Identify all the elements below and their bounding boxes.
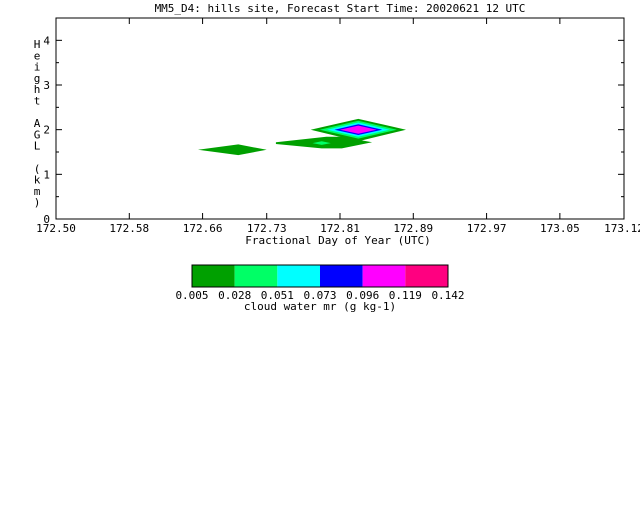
colorbar-level-label: 0.005	[175, 289, 208, 302]
x-tick-label: 172.58	[109, 222, 149, 235]
x-tick-label: 172.66	[183, 222, 223, 235]
colorbar-level-label: 0.028	[218, 289, 251, 302]
contour-region-level-0	[198, 144, 267, 156]
x-tick-label: 172.97	[467, 222, 507, 235]
x-tick-label: 173.05	[540, 222, 580, 235]
x-tick-label: 172.89	[393, 222, 433, 235]
contour-region-level-1	[312, 141, 331, 145]
colorbar-cell	[234, 265, 278, 287]
y-axis-label-char: )	[34, 196, 41, 209]
cloud-water-regions	[198, 118, 406, 156]
colorbar-cell	[320, 265, 363, 287]
x-axis-label: Fractional Day of Year (UTC)	[245, 234, 430, 247]
y-axis-label-char: g	[34, 72, 41, 85]
colorbar-level-label: 0.051	[261, 289, 294, 302]
colorbar-level-label: 0.119	[389, 289, 422, 302]
y-tick-label: 2	[43, 124, 50, 137]
colorbar-tick-labels: 0.005 0.028 0.051 0.073 0.096 0.119 0.142	[175, 289, 464, 302]
colorbar-cell	[277, 265, 320, 287]
y-axis-label-char: h	[34, 83, 41, 96]
y-axis-label-char: (	[34, 162, 41, 175]
y-axis-label-char: m	[34, 185, 41, 198]
colorbar-cell	[192, 265, 235, 287]
y-axis-ticks: 0 1 2 3 4	[43, 34, 624, 226]
y-axis-label-char: G	[34, 128, 41, 141]
plot-area: 172.50 172.58 172.66 172.73 172.81 172.89 172.…	[36, 17, 640, 235]
colorbar-label: cloud water mr (g kg-1)	[244, 300, 396, 313]
y-tick-label: 0	[43, 213, 50, 226]
y-axis-label-char: A	[34, 117, 41, 130]
y-axis-label-char: e	[34, 49, 41, 62]
plot-frame	[55, 17, 625, 220]
x-tick-label: 173.12	[604, 222, 640, 235]
colorbar: 0.005 0.028 0.051 0.073 0.096 0.119 0.142 clou…	[175, 264, 465, 313]
x-tick-label: 172.73	[247, 222, 287, 235]
colorbar-level-label: 0.073	[303, 289, 336, 302]
x-tick-label: 172.50	[36, 222, 76, 235]
colorbar-level-label: 0.096	[346, 289, 379, 302]
x-axis-ticks: 172.50 172.58 172.66 172.73 172.81 172.89 172.…	[36, 18, 640, 235]
colorbar-cells	[192, 265, 448, 287]
y-tick-label: 4	[43, 34, 50, 47]
x-tick-label: 172.81	[320, 222, 360, 235]
y-axis-label-char: L	[34, 140, 41, 153]
y-axis-label-char: t	[34, 95, 41, 108]
colorbar-level-label: 0.142	[431, 289, 464, 302]
colorbar-frame	[191, 264, 449, 288]
contour-region-level-4	[340, 125, 377, 134]
y-axis-label-char: k	[34, 174, 41, 187]
y-axis-label-char: H	[34, 38, 41, 51]
colorbar-cell	[362, 265, 406, 287]
y-tick-label: 1	[43, 168, 50, 181]
y-tick-label: 3	[43, 79, 50, 92]
colorbar-cell	[405, 265, 448, 287]
y-axis-label-char: i	[34, 61, 41, 74]
chart-title: MM5_D4: hills site, Forecast Start Time:…	[155, 2, 526, 15]
